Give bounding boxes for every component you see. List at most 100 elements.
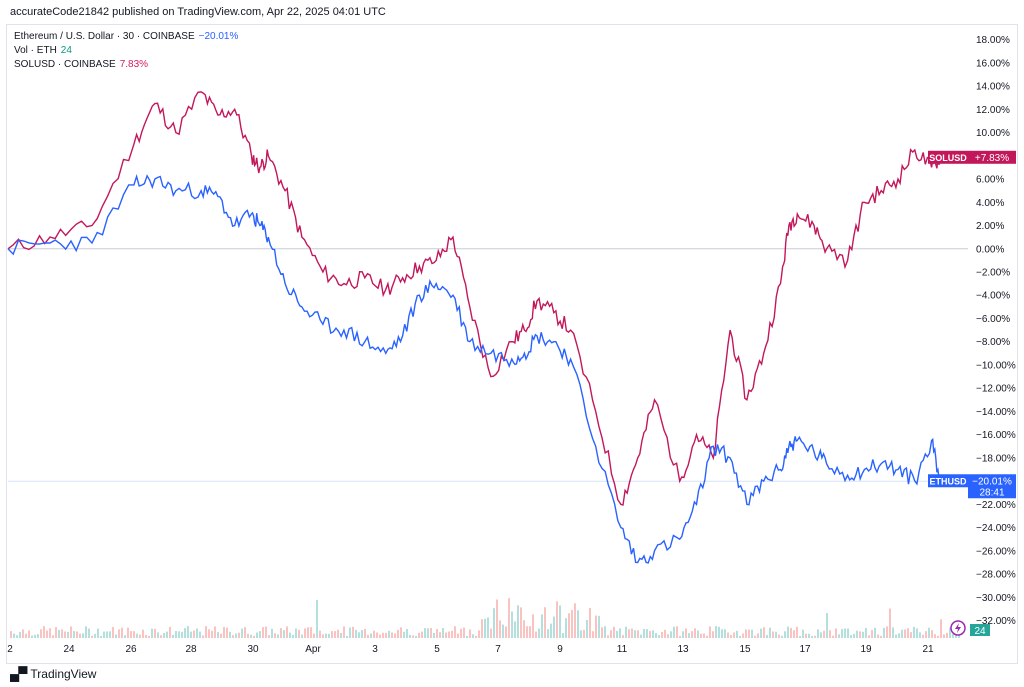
volume-bar (187, 626, 189, 638)
volume-bar (556, 601, 558, 638)
end-label-name: SOLUSD (929, 153, 967, 163)
end-label-ethusd[interactable]: ETHUSD −20.01%28:41 (928, 474, 1016, 499)
volume-bar (859, 631, 861, 638)
x-axis-tick-label: 30 (247, 644, 259, 655)
legend-sol-label: SOLUSD · COINBASE (14, 59, 116, 70)
volume-bar (256, 632, 258, 638)
volume-bar (484, 618, 486, 638)
volume-bar (601, 627, 603, 638)
volume-bar (367, 634, 369, 638)
volume-bar (718, 626, 720, 638)
volume-bar (61, 629, 63, 638)
volume-bar (445, 632, 447, 638)
series-line-solusd (7, 91, 941, 506)
volume-bar (832, 635, 834, 638)
volume-badge-text: 24 (974, 626, 986, 637)
volume-bar (478, 630, 480, 638)
volume-bar (760, 628, 762, 638)
volume-bar (46, 630, 48, 638)
volume-bar (421, 631, 423, 638)
volume-bar (580, 630, 582, 638)
volume-bar (286, 626, 288, 638)
legend-eth-row[interactable]: Ethereum / U.S. Dollar · 30 · COINBASE −2… (14, 30, 238, 44)
x-axis-tick-label: 17 (799, 644, 811, 655)
volume-bar (505, 626, 507, 638)
volume-bar (511, 611, 513, 638)
x-axis-tick-label: 5 (434, 644, 440, 655)
volume-bar (715, 626, 717, 638)
volume-bar (610, 630, 612, 638)
volume-bar (553, 616, 555, 638)
volume-bar (400, 627, 402, 638)
tradingview-logo[interactable]: ▄▀ TradingView (10, 666, 96, 681)
volume-bar (676, 626, 678, 638)
volume-bar (724, 629, 726, 638)
volume-bar (109, 631, 111, 638)
volume-badge-box (970, 624, 990, 636)
volume-bar (322, 634, 324, 638)
volume-bar (31, 635, 33, 638)
volume-bar (514, 621, 516, 638)
volume-bar (721, 629, 723, 638)
volume-bar (850, 635, 852, 638)
volume-bar (439, 632, 441, 638)
volume-bar (910, 632, 912, 638)
volume-bar (523, 620, 525, 638)
y-axis-tick-label: 14.00% (976, 82, 1010, 93)
volume-bar (469, 629, 471, 638)
volume-bar (67, 631, 69, 638)
volume-bar (793, 630, 795, 638)
volume-bar (781, 635, 783, 638)
volume-bar (661, 631, 663, 638)
volume-bar (250, 634, 252, 638)
volume-bar (577, 610, 579, 638)
legend-volume-row[interactable]: Vol · ETH 24 (14, 44, 238, 58)
volume-bar (100, 635, 102, 638)
volume-bar (937, 635, 939, 638)
legend-sol-row[interactable]: SOLUSD · COINBASE 7.83% (14, 58, 238, 72)
published-by-text: accurateCode21842 published on TradingVi… (10, 6, 386, 18)
y-axis-tick-label: −26.00% (976, 546, 1016, 557)
volume-bar (685, 628, 687, 638)
legend-eth-change: −20.01% (198, 31, 239, 42)
volume-bar (127, 627, 129, 638)
volume-bar (751, 629, 753, 638)
volume-bar (304, 628, 306, 638)
volume-bar (679, 635, 681, 638)
volume-bar (667, 634, 669, 638)
volume-bar (301, 634, 303, 638)
volume-bar (712, 631, 714, 638)
volume-bar (325, 633, 327, 638)
volume-bar (934, 634, 936, 638)
volume-bar (166, 631, 168, 638)
volume-bar (118, 629, 120, 638)
volume-bar (253, 635, 255, 638)
volume-bar (841, 629, 843, 638)
y-axis-tick-label: −18.00% (976, 453, 1016, 464)
volume-bar (628, 629, 630, 638)
volume-bar (838, 634, 840, 638)
volume-bar (49, 628, 51, 638)
volume-bar (640, 634, 642, 638)
volume-bar (52, 635, 54, 638)
volume-bar (310, 627, 312, 638)
end-label-solusd[interactable]: SOLUSD +7.83% (928, 150, 1016, 164)
x-axis-tick-label: 3 (372, 644, 378, 655)
volume-bar (193, 630, 195, 638)
volume-bar (346, 635, 348, 638)
volume-bar (22, 629, 24, 638)
volume-bar (211, 630, 213, 638)
volume-bar (703, 633, 705, 638)
volume-bar (898, 633, 900, 638)
y-axis-tick-label: −10.00% (976, 360, 1016, 371)
volume-bar (670, 631, 672, 638)
legend-volume-label: Vol · ETH (14, 45, 57, 56)
volume-bar (586, 619, 588, 638)
volume-bar (541, 614, 543, 638)
x-axis-tick-label: 24 (63, 644, 75, 655)
volume-bar (709, 626, 711, 638)
volume-bar (427, 628, 429, 638)
volume-bar (247, 633, 249, 638)
volume-bar (271, 628, 273, 638)
